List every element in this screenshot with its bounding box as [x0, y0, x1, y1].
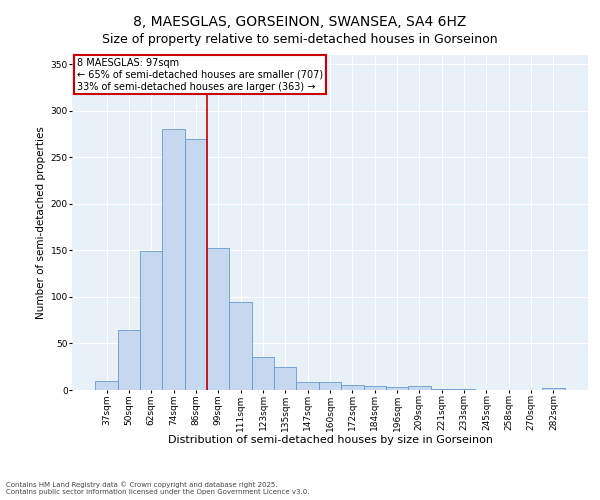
Bar: [296, 382, 319, 390]
Bar: [252, 358, 274, 390]
Bar: [207, 248, 229, 390]
Text: Contains HM Land Registry data © Crown copyright and database right 2025.
Contai: Contains HM Land Registry data © Crown c…: [6, 482, 310, 495]
Bar: [408, 386, 431, 390]
Bar: [319, 382, 341, 390]
Bar: [163, 130, 185, 390]
Bar: [118, 330, 140, 390]
Bar: [95, 380, 118, 390]
Text: 8 MAESGLAS: 97sqm
← 65% of semi-detached houses are smaller (707)
33% of semi-de: 8 MAESGLAS: 97sqm ← 65% of semi-detached…: [77, 58, 323, 92]
Text: Size of property relative to semi-detached houses in Gorseinon: Size of property relative to semi-detach…: [102, 32, 498, 46]
Bar: [140, 252, 163, 390]
Y-axis label: Number of semi-detached properties: Number of semi-detached properties: [37, 126, 46, 319]
Bar: [542, 388, 565, 390]
Bar: [431, 389, 453, 390]
Bar: [453, 389, 475, 390]
X-axis label: Distribution of semi-detached houses by size in Gorseinon: Distribution of semi-detached houses by …: [167, 434, 493, 444]
Bar: [185, 138, 207, 390]
Bar: [341, 386, 364, 390]
Bar: [386, 387, 408, 390]
Bar: [274, 366, 296, 390]
Bar: [229, 302, 252, 390]
Bar: [364, 386, 386, 390]
Text: 8, MAESGLAS, GORSEINON, SWANSEA, SA4 6HZ: 8, MAESGLAS, GORSEINON, SWANSEA, SA4 6HZ: [133, 15, 467, 29]
